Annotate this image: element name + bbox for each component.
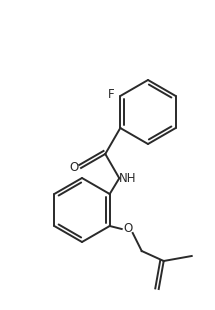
Text: O: O bbox=[123, 223, 132, 236]
Text: O: O bbox=[69, 162, 79, 175]
Text: F: F bbox=[108, 88, 115, 101]
Text: NH: NH bbox=[118, 172, 136, 185]
